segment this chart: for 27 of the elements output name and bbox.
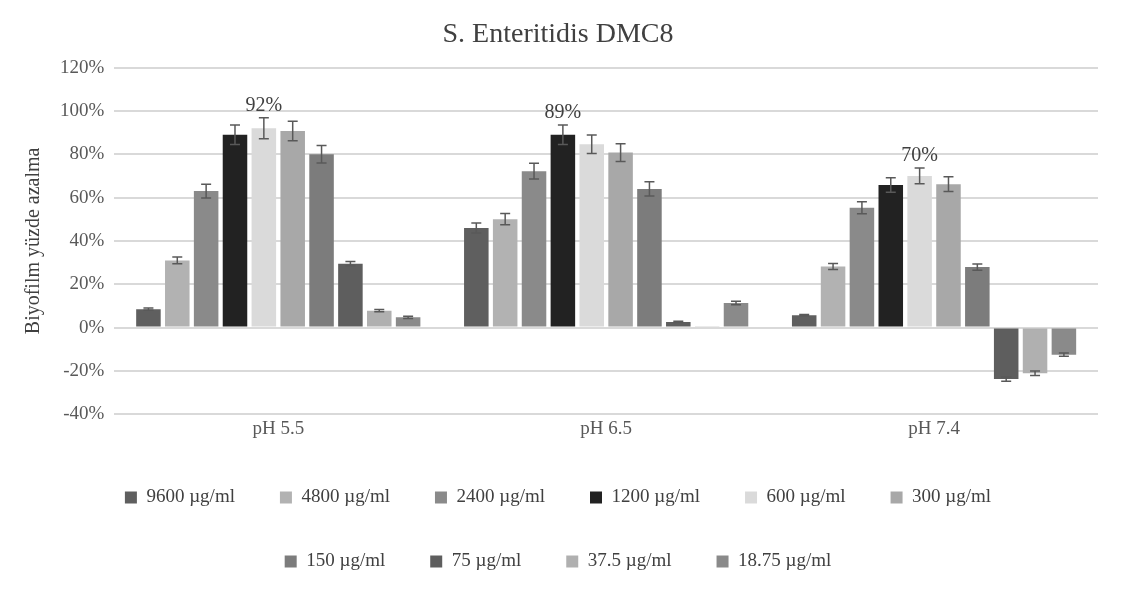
legend-label: 1200 µg/ml xyxy=(611,485,701,507)
legend-label: 75 µg/ml xyxy=(451,549,522,571)
y-tick-label: 80% xyxy=(69,142,105,164)
legend-label: 150 µg/ml xyxy=(306,549,386,571)
y-tick-label: 100% xyxy=(60,98,105,120)
legend-label: 4800 µg/ml xyxy=(301,485,390,507)
y-tick-label: -20% xyxy=(63,358,105,380)
data-label: 70% xyxy=(901,143,938,166)
legend-label: 2400 µg/ml xyxy=(456,485,546,507)
data-label: 89% xyxy=(544,100,582,123)
data-label: 92% xyxy=(245,93,283,116)
x-tick-label: pH 7.4 xyxy=(908,416,961,438)
y-axis-title: Biyofilm yüzde azalma xyxy=(21,147,45,335)
y-tick-label: 120% xyxy=(60,55,105,77)
y-tick-label: 60% xyxy=(69,185,105,207)
y-tick-label: -40% xyxy=(63,402,105,424)
y-tick-label: 0% xyxy=(79,315,105,337)
legend-label: 600 µg/ml xyxy=(766,485,846,507)
x-tick-label: pH 5.5 xyxy=(252,416,305,438)
legend-label: 18.75 µg/ml xyxy=(738,549,832,571)
legend-label: 300 µg/ml xyxy=(912,485,992,507)
legend-label: 9600 µg/ml xyxy=(146,485,235,507)
legend-label: 37.5 µg/ml xyxy=(587,549,672,571)
chart-title: S. Enteritidis DMC8 xyxy=(442,17,674,49)
y-tick-label: 20% xyxy=(69,272,105,294)
x-tick-label: pH 6.5 xyxy=(580,416,633,438)
y-tick-label: 40% xyxy=(69,228,105,250)
